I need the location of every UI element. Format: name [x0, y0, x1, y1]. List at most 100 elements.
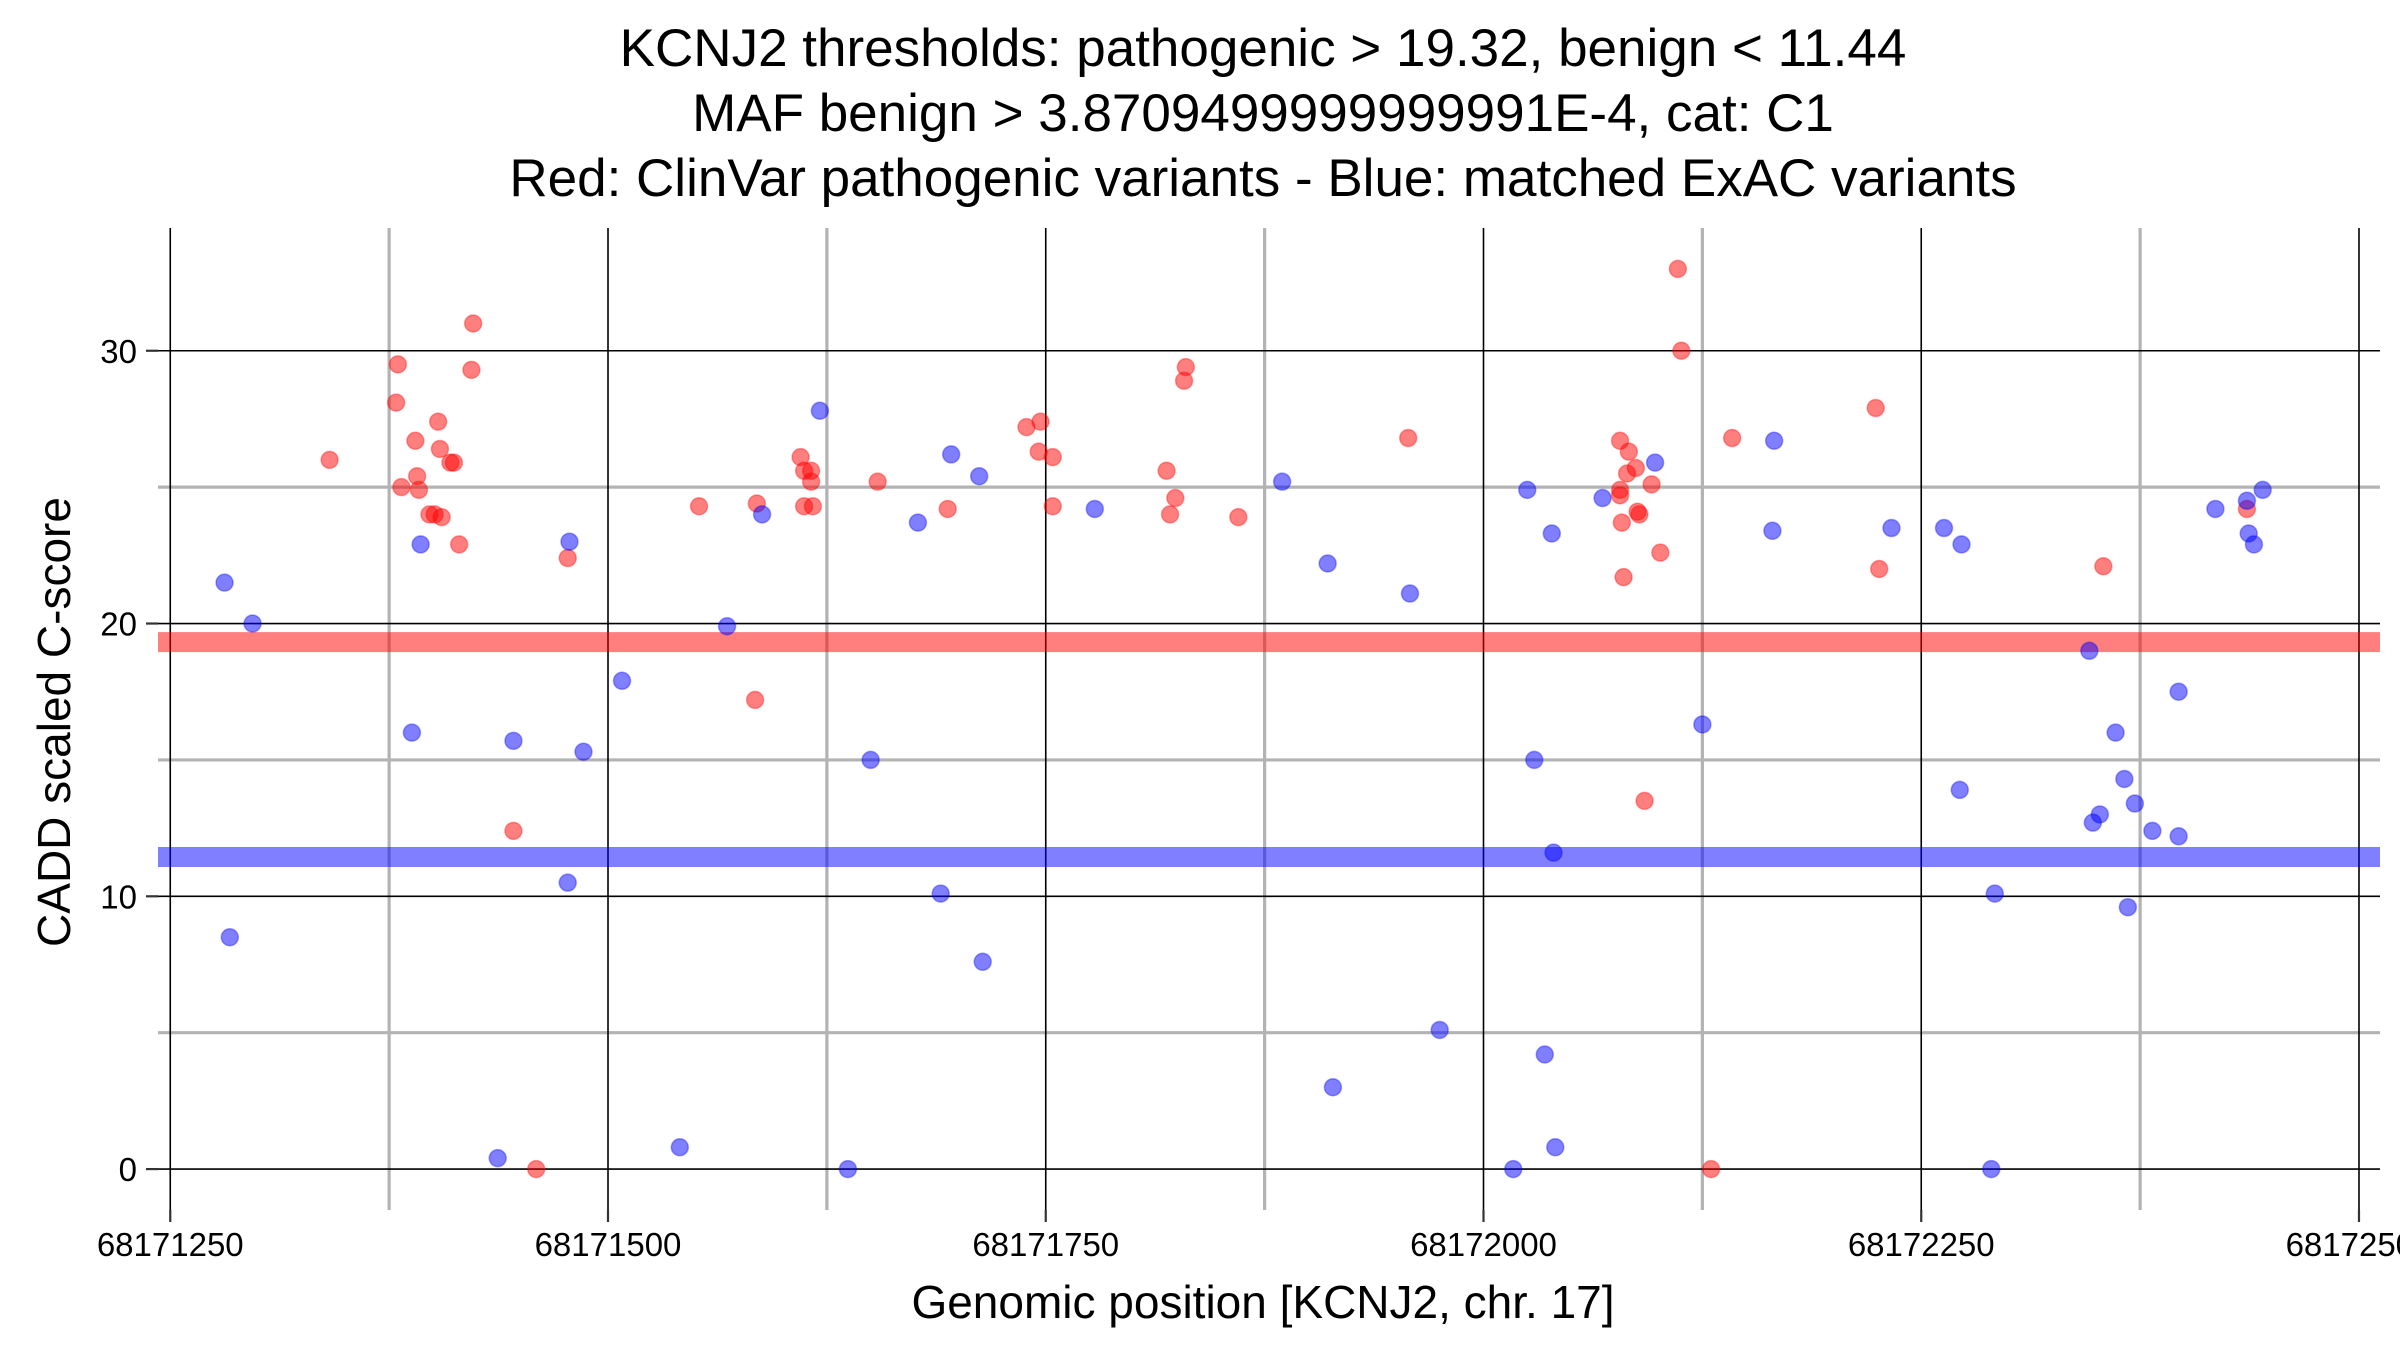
clinvar-pathogenic-point	[1722, 428, 1742, 448]
exac-variant-point	[810, 401, 830, 421]
exac-variant-point	[838, 1159, 858, 1179]
chart-title: KCNJ2 thresholds: pathogenic > 19.32, be…	[509, 19, 2016, 208]
exac-variant-point	[752, 505, 772, 524]
title-line-1: KCNJ2 thresholds: pathogenic > 19.32, be…	[620, 19, 1907, 78]
exac-variant-point	[2115, 769, 2134, 789]
clinvar-pathogenic-point	[444, 453, 464, 472]
exac-variant-point	[908, 513, 928, 532]
y-tick-label: 20	[100, 606, 137, 643]
clinvar-pathogenic-point	[504, 821, 523, 841]
x-tick-label: 68172500	[2286, 1226, 2400, 1263]
clinvar-pathogenic-point	[462, 360, 481, 380]
clinvar-pathogenic-point	[1031, 412, 1050, 431]
y-tick-label: 0	[119, 1151, 137, 1188]
clinvar-pathogenic-point	[432, 507, 451, 527]
exac-variant-point	[1542, 524, 1562, 543]
exac-variant-point	[1546, 1138, 1565, 1157]
clinvar-pathogenic-point	[1630, 505, 1649, 524]
x-tick-label: 68171500	[535, 1226, 682, 1263]
clinvar-pathogenic-point	[449, 535, 469, 554]
clinvar-pathogenic-point	[801, 472, 821, 491]
exac-variant-point	[2206, 499, 2225, 519]
clinvar-pathogenic-point	[320, 450, 339, 470]
clinvar-pathogenic-point	[463, 314, 483, 333]
x-tick-label: 68171250	[97, 1226, 244, 1263]
exac-variant-point	[2080, 641, 2099, 661]
clinvar-pathogenic-point	[558, 548, 577, 568]
clinvar-pathogenic-point	[868, 472, 887, 491]
clinvar-pathogenic-point	[406, 431, 425, 451]
exac-variant-point	[1085, 499, 1105, 519]
exac-variant-point	[1934, 518, 1954, 538]
exac-variant-point	[504, 731, 523, 751]
data-points	[215, 259, 2272, 1179]
exac-variant-point	[2106, 723, 2125, 742]
clinvar-pathogenic-point	[1635, 791, 1654, 811]
exac-variant-point	[717, 617, 737, 636]
exac-variant-point	[574, 742, 593, 761]
major-gridlines	[158, 228, 2380, 1210]
exac-variant-point	[1430, 1020, 1449, 1040]
clinvar-pathogenic-point	[1672, 341, 1691, 360]
exac-variant-point	[861, 750, 880, 770]
exac-variant-point	[402, 723, 422, 742]
clinvar-pathogenic-point	[1668, 259, 1688, 279]
clinvar-pathogenic-point	[428, 412, 448, 431]
title-line-3: Red: ClinVar pathogenic variants - Blue:…	[509, 149, 2016, 208]
exac-variant-point	[243, 614, 262, 633]
clinvar-pathogenic-point	[386, 393, 406, 412]
exac-variant-point	[411, 535, 430, 554]
exac-variant-point	[2237, 491, 2257, 511]
exac-variant-point	[1400, 584, 1420, 603]
exac-variant-point	[2143, 821, 2162, 841]
clinvar-pathogenic-point	[1043, 496, 1063, 516]
exac-variant-point	[488, 1148, 507, 1168]
exac-variant-point	[2244, 535, 2264, 554]
exac-variant-point	[1982, 1159, 2001, 1179]
exac-variant-point	[1950, 780, 1970, 800]
title-line-2: MAF benign > 3.8709499999999991E-4, cat:…	[692, 84, 1834, 143]
exac-variant-point	[1763, 521, 1782, 541]
exac-variant-point	[2169, 827, 2188, 846]
exac-variant-point	[931, 884, 950, 903]
exac-variant-point	[1645, 453, 1665, 472]
clinvar-pathogenic-point	[1626, 458, 1646, 478]
exac-variant-point	[1593, 488, 1612, 508]
clinvar-pathogenic-point	[1043, 447, 1063, 467]
clinvar-pathogenic-point	[1869, 559, 1889, 579]
exac-variant-point	[2118, 897, 2138, 917]
clinvar-pathogenic-point	[803, 496, 823, 516]
exac-variant-point	[220, 927, 240, 947]
y-tick-label: 30	[100, 333, 137, 370]
x-tick-label: 68172250	[1848, 1226, 1995, 1263]
clinvar-pathogenic-point	[2094, 556, 2113, 576]
exac-variant-point	[2169, 682, 2188, 701]
clinvar-pathogenic-point	[1701, 1159, 1721, 1179]
x-tick-label: 68172000	[1410, 1226, 1557, 1263]
clinvar-pathogenic-point	[1166, 488, 1185, 508]
exac-variant-point	[969, 466, 989, 486]
exac-variant-point	[670, 1138, 690, 1157]
clinvar-pathogenic-point	[1160, 505, 1180, 524]
exac-variant-point	[941, 445, 961, 464]
exac-variant-point	[1952, 535, 1971, 554]
clinvar-pathogenic-point	[1619, 442, 1639, 461]
exac-variant-point	[1544, 843, 1563, 862]
clinvar-pathogenic-point	[745, 690, 765, 710]
exac-variant-point	[560, 532, 579, 551]
clinvar-pathogenic-point	[689, 496, 709, 516]
clinvar-pathogenic-point	[1157, 461, 1176, 481]
exac-variant-point	[1882, 518, 1901, 538]
x-axis-title: Genomic position [KCNJ2, chr. 17]	[911, 1276, 1614, 1328]
clinvar-pathogenic-point	[1612, 513, 1632, 532]
exac-variant-point	[2090, 805, 2110, 824]
exac-variant-point	[558, 873, 577, 892]
clinvar-pathogenic-point	[1229, 507, 1248, 527]
y-axis-title: CADD scaled C-score	[28, 497, 80, 947]
exac-variant-point	[215, 573, 234, 592]
clinvar-pathogenic-point	[430, 439, 450, 459]
exac-variant-point	[1518, 480, 1537, 500]
exac-variant-point	[1985, 884, 2005, 903]
exac-variant-point	[1318, 554, 1337, 573]
